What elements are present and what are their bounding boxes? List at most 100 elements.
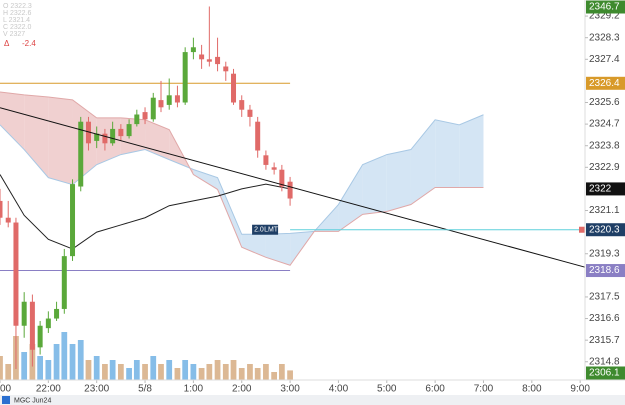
cloud-segment: [48, 96, 73, 185]
volume-bar: [37, 356, 44, 380]
y-tick-label: 2322.9: [589, 162, 620, 173]
change-symbol: Δ: [4, 39, 10, 48]
cloud-segment: [386, 149, 411, 212]
volume-bar: [61, 332, 68, 380]
price-tag: [586, 264, 625, 278]
cloud-segment: [459, 114, 484, 188]
price-tag: [586, 76, 625, 90]
volume-bar: [230, 360, 237, 380]
ohlc-legend: O 2322.3: [3, 3, 32, 10]
candle-body: [142, 112, 148, 120]
x-tick-label: 9:00: [570, 384, 590, 395]
candle-body: [29, 301, 35, 350]
y-tick-label: 2319.3: [589, 248, 620, 259]
x-tick-label: 22:00: [36, 384, 61, 395]
y-tick-label: 2327.4: [589, 54, 620, 65]
volume-bar: [190, 364, 197, 380]
volume-bar: [5, 364, 12, 380]
y-tick-label: 2325.6: [589, 97, 620, 108]
candle-body: [158, 100, 164, 108]
x-tick-label: 5:00: [377, 384, 397, 395]
volume-bar: [254, 368, 261, 380]
price-tag: [586, 182, 625, 196]
candle-body: [5, 217, 11, 223]
candle-body: [45, 318, 51, 329]
trend-line: [0, 107, 586, 268]
x-tick-label: 5/8: [138, 384, 152, 395]
volume-bar: [278, 364, 285, 380]
y-tick-label: 2329.2: [589, 11, 620, 22]
volume-bar: [287, 370, 293, 380]
y-tick-label: 2314.8: [589, 356, 620, 367]
x-tick-label: 3:00: [280, 384, 300, 395]
cloud-segment: [362, 154, 387, 215]
symbol-name[interactable]: MGC Jun24: [14, 397, 51, 404]
ohlc-legend: L 2321.4: [3, 17, 30, 24]
candle-body: [37, 325, 43, 348]
y-tick-label: 2321.1: [589, 205, 620, 216]
y-tick-label: 2316.6: [589, 313, 620, 324]
candle-body: [21, 301, 27, 326]
cloud-segment: [217, 177, 242, 248]
candle-body: [271, 167, 277, 170]
candle-body: [134, 114, 140, 125]
y-tick-label: 2315.7: [589, 335, 620, 346]
candle-body: [13, 222, 19, 326]
x-tick-label: 2:00: [232, 384, 252, 395]
candle-body: [118, 128, 124, 137]
ohlc-legend: V 2327: [3, 31, 25, 38]
candle-body: [279, 169, 285, 187]
main-layer: 2.0 LMT: [0, 6, 586, 380]
volume-bar: [109, 360, 116, 380]
candle-body: [263, 155, 269, 165]
price-tag: [586, 223, 625, 237]
order-label-box: [252, 224, 279, 235]
candle-body: [85, 121, 91, 144]
candle-body: [199, 54, 205, 60]
candle-body: [190, 47, 196, 53]
volume-bar: [102, 364, 108, 380]
footer-icon[interactable]: [2, 396, 10, 404]
price-tag-label: 2306.1: [589, 368, 620, 379]
candle-body: [150, 97, 156, 120]
price-tag-label: 2318.6: [589, 265, 620, 276]
cloud-segment: [435, 119, 460, 188]
span-b-line: [0, 91, 484, 266]
volume-bar: [85, 360, 92, 380]
x-tick-label: 00: [0, 384, 12, 395]
volume-bar: [271, 372, 278, 380]
price-tag-label: 2326.4: [589, 78, 620, 89]
candle-body: [0, 200, 3, 218]
volume-bar: [214, 360, 221, 380]
volume-bar: [0, 356, 3, 380]
candle-body: [231, 73, 237, 103]
candle-body: [182, 52, 188, 103]
x-tick-label: 1:00: [184, 384, 204, 395]
cloud-layer: [0, 91, 484, 266]
candle-body: [70, 184, 76, 257]
order-cancel[interactable]: [579, 226, 585, 233]
price-tag-label: 2322: [589, 184, 612, 195]
candle-body: [166, 95, 172, 105]
y-tick-label: 2317.5: [589, 292, 620, 303]
volume-bar: [69, 344, 76, 380]
volume-bar: [133, 360, 140, 380]
order-type: LMT: [264, 227, 279, 234]
y-tick-label: 2323.8: [589, 140, 620, 151]
candle-body: [102, 133, 108, 144]
cloud-segment: [120, 117, 146, 155]
volume-bar: [53, 344, 60, 380]
volume-bar: [158, 364, 164, 380]
x-tick-label: 8:00: [522, 384, 542, 395]
candle-body: [78, 121, 84, 187]
x-tick-label: 4:00: [329, 384, 349, 395]
volume-bar: [45, 360, 52, 380]
x-tick-label: 23:00: [84, 384, 109, 395]
x-tick-label: 7:00: [474, 384, 494, 395]
price-tag-label: 2346.7: [589, 2, 620, 13]
candle-body: [110, 128, 116, 144]
cloud-segment: [338, 164, 363, 232]
